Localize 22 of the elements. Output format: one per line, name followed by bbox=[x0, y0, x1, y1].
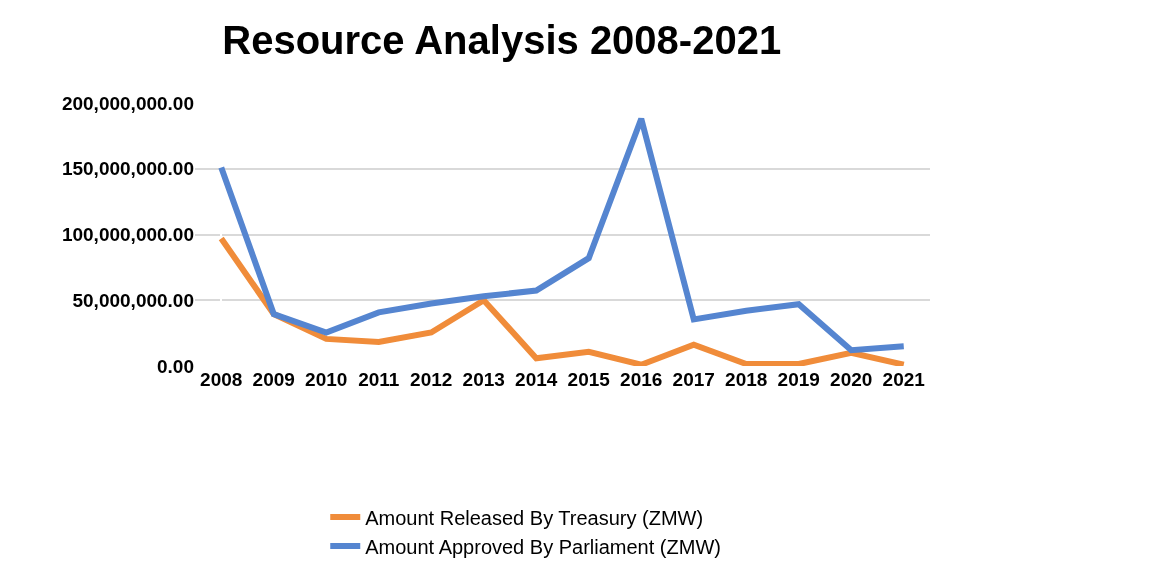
x-tick-label: 2016 bbox=[620, 369, 663, 390]
x-tick-label: 2015 bbox=[567, 369, 611, 390]
x-tick-label: 2012 bbox=[410, 369, 453, 390]
x-tick-label: 2011 bbox=[358, 369, 400, 390]
x-tick-label: 2009 bbox=[252, 369, 295, 390]
legend-label: Amount Approved By Parliament (ZMW) bbox=[365, 535, 721, 558]
y-tick-label: 100,000,000.00 bbox=[61, 224, 194, 246]
y-tick-label: 50,000,000.00 bbox=[72, 289, 194, 311]
x-tick-label: 2018 bbox=[725, 369, 768, 390]
x-tick-label: 2010 bbox=[305, 369, 348, 390]
x-tick-label: 2013 bbox=[462, 369, 505, 390]
y-tick-label: 0.00 bbox=[157, 355, 194, 377]
x-tick-label: 2020 bbox=[830, 369, 873, 390]
x-tick-label: 2014 bbox=[515, 369, 558, 390]
x-tick-label: 2008 bbox=[200, 369, 243, 390]
legend-label: Amount Released By Treasury (ZMW) bbox=[365, 506, 704, 529]
x-tick-label: 2019 bbox=[777, 369, 820, 390]
y-tick-label: 150,000,000.00 bbox=[61, 158, 194, 180]
x-tick-label: 2017 bbox=[672, 369, 715, 390]
chart-title: Resource Analysis 2008-2021 bbox=[222, 17, 782, 62]
x-tick-label: 2021 bbox=[882, 369, 926, 390]
y-tick-label: 200,000,000.00 bbox=[61, 92, 194, 114]
